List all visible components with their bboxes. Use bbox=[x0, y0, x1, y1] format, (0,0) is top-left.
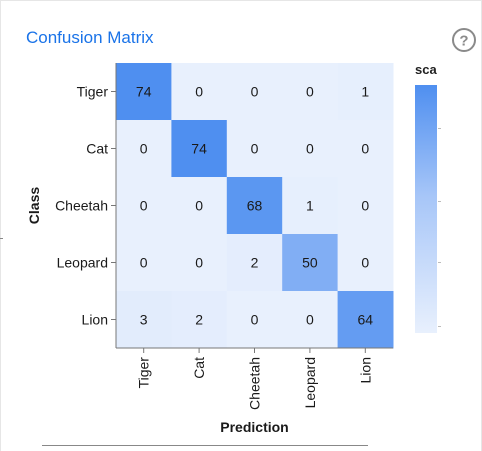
heatmap-cell-value: 68 bbox=[247, 198, 263, 214]
heatmap-cell-value: 0 bbox=[140, 198, 148, 214]
heatmap-cell-value: 0 bbox=[251, 141, 259, 157]
x-axis-title: Prediction bbox=[220, 419, 288, 435]
x-tick-label: Cat bbox=[191, 357, 207, 379]
bottom-divider bbox=[42, 445, 368, 446]
heatmap-cell-value: 2 bbox=[195, 312, 203, 328]
heatmap-cell-value: 0 bbox=[306, 312, 314, 328]
heatmap-cell-value: 2 bbox=[251, 255, 259, 271]
heatmap-cell-value: 74 bbox=[136, 84, 152, 100]
heatmap-cell-value: 0 bbox=[251, 312, 259, 328]
x-tick-label: Leopard bbox=[302, 357, 318, 408]
edge-tick bbox=[0, 238, 3, 239]
y-axis-title: Class bbox=[26, 187, 42, 225]
y-tick-label: Tiger bbox=[77, 84, 109, 100]
heatmap-cell-value: 0 bbox=[361, 255, 369, 271]
x-tick-label: Tiger bbox=[136, 357, 152, 389]
heatmap-cell-value: 64 bbox=[358, 312, 374, 328]
heatmap-cell-value: 0 bbox=[251, 84, 259, 100]
heatmap-cell-value: 74 bbox=[191, 141, 207, 157]
heatmap-cell-value: 1 bbox=[361, 84, 369, 100]
heatmap-cell-value: 3 bbox=[140, 312, 148, 328]
heatmap-cell-value: 0 bbox=[306, 84, 314, 100]
heatmap-cell-value: 0 bbox=[306, 141, 314, 157]
heatmap-cell-value: 0 bbox=[195, 84, 203, 100]
x-tick-label: Lion bbox=[357, 357, 373, 383]
y-tick-label: Cat bbox=[86, 141, 108, 157]
y-tick-label: Cheetah bbox=[55, 198, 108, 214]
heatmap-cell-value: 1 bbox=[306, 198, 314, 214]
heatmap-cell-value: 0 bbox=[361, 141, 369, 157]
heatmap-cell-value: 50 bbox=[302, 255, 318, 271]
y-tick-label: Leopard bbox=[57, 255, 108, 271]
heatmap-cell-value: 0 bbox=[195, 255, 203, 271]
x-tick-label: Cheetah bbox=[247, 357, 263, 410]
heatmap-cell-value: 0 bbox=[361, 198, 369, 214]
heatmap-cell-value: 0 bbox=[195, 198, 203, 214]
heatmap-cell-value: 0 bbox=[140, 141, 148, 157]
heatmap-cell-value: 0 bbox=[140, 255, 148, 271]
y-tick-label: Lion bbox=[82, 312, 108, 328]
